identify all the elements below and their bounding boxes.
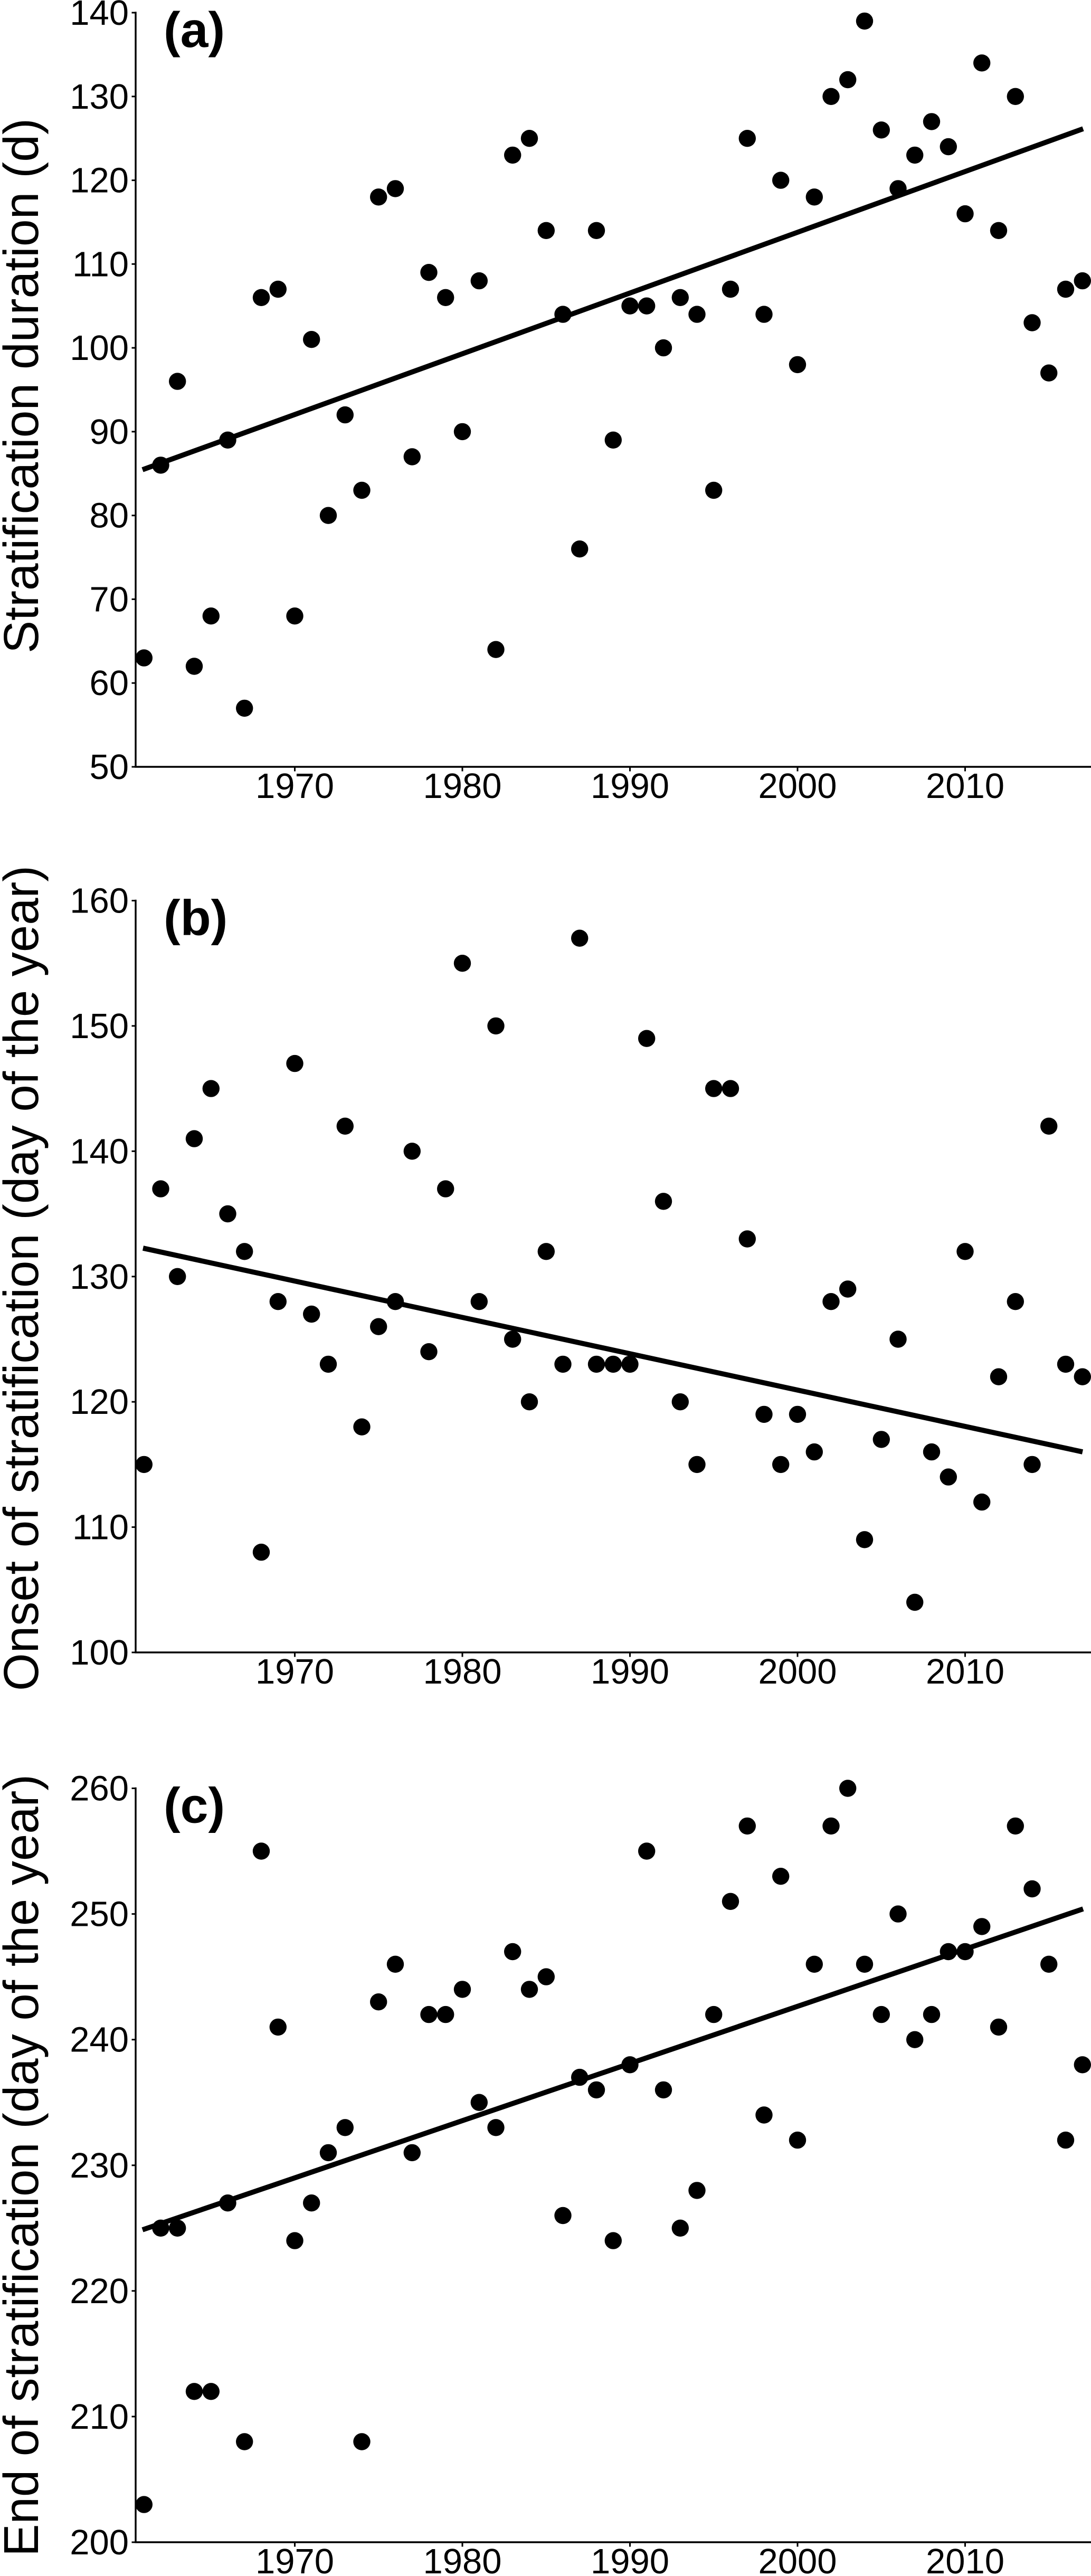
- svg-text:1980: 1980: [423, 2542, 501, 2576]
- svg-text:260: 260: [70, 1769, 129, 1809]
- svg-text:110: 110: [72, 1508, 129, 1547]
- svg-text:120: 120: [70, 161, 129, 201]
- svg-text:50: 50: [89, 747, 129, 787]
- svg-text:250: 250: [70, 1895, 129, 1934]
- svg-text:1970: 1970: [255, 1652, 334, 1691]
- svg-text:(c): (c): [164, 1778, 225, 1834]
- svg-text:1990: 1990: [591, 2542, 669, 2576]
- svg-text:Onset of stratification (day o: Onset of stratification (day of the year…: [0, 866, 49, 1691]
- svg-text:230: 230: [70, 2146, 129, 2185]
- svg-text:200: 200: [70, 2523, 129, 2562]
- svg-text:1980: 1980: [423, 1652, 501, 1691]
- svg-text:110: 110: [72, 244, 129, 284]
- svg-text:2000: 2000: [758, 2542, 837, 2576]
- svg-text:140: 140: [70, 0, 129, 33]
- svg-text:2010: 2010: [926, 1652, 1004, 1691]
- svg-text:2010: 2010: [926, 766, 1004, 806]
- svg-text:Stratification duration (d): Stratification duration (d): [0, 118, 49, 653]
- svg-text:150: 150: [70, 1006, 129, 1046]
- svg-text:2000: 2000: [758, 766, 837, 806]
- svg-text:(b): (b): [164, 890, 227, 946]
- svg-text:1970: 1970: [255, 766, 334, 806]
- svg-text:1980: 1980: [423, 766, 501, 806]
- svg-text:90: 90: [89, 412, 129, 452]
- svg-text:1990: 1990: [591, 1652, 669, 1691]
- svg-text:100: 100: [70, 328, 129, 368]
- svg-text:130: 130: [70, 77, 129, 117]
- svg-text:1990: 1990: [591, 766, 669, 806]
- svg-text:70: 70: [89, 579, 129, 619]
- svg-text:160: 160: [70, 881, 129, 921]
- svg-text:130: 130: [70, 1257, 129, 1297]
- svg-text:2000: 2000: [758, 1652, 837, 1691]
- svg-text:220: 220: [70, 2271, 129, 2311]
- svg-text:End of stratification (day of: End of stratification (day of the year): [0, 1774, 49, 2556]
- svg-text:60: 60: [89, 663, 129, 703]
- svg-text:140: 140: [70, 1132, 129, 1171]
- svg-text:100: 100: [70, 1633, 129, 1672]
- svg-text:1970: 1970: [255, 2542, 334, 2576]
- svg-text:80: 80: [89, 496, 129, 536]
- svg-text:240: 240: [70, 2020, 129, 2060]
- svg-text:120: 120: [70, 1382, 129, 1422]
- svg-text:210: 210: [70, 2397, 129, 2437]
- svg-text:2010: 2010: [926, 2542, 1004, 2576]
- svg-text:(a): (a): [164, 2, 225, 58]
